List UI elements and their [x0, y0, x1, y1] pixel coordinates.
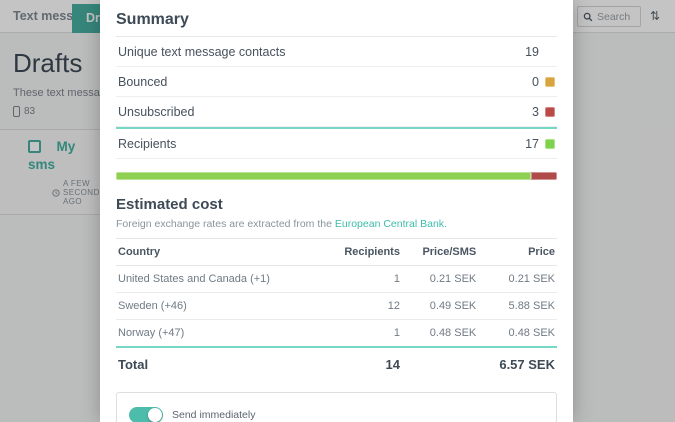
- col-country: Country: [116, 238, 324, 266]
- estimated-cost-title: Estimated cost: [116, 196, 223, 213]
- legend-square-bounced: [545, 76, 555, 87]
- progress-segment-unsubscribed: [530, 172, 557, 180]
- stat-value: 19: [525, 44, 539, 59]
- clock-icon: [52, 188, 60, 197]
- legend-square-recipients: [545, 138, 555, 149]
- stat-label: Bounced: [118, 74, 168, 89]
- option-label: Send immediately: [172, 409, 256, 421]
- send-immediately-toggle[interactable]: [129, 407, 163, 422]
- recipients-progress-bar: [116, 172, 557, 180]
- cell-price-sms: 0.49 SEK: [401, 292, 479, 320]
- col-price-sms: Price/SMS: [401, 238, 479, 266]
- stat-value: 0: [532, 74, 539, 89]
- item-name[interactable]: My sms: [28, 139, 76, 172]
- cell-price: 0.21 SEK: [478, 265, 557, 293]
- table-row: Sweden (+46) 12 0.49 SEK 5.88 SEK: [116, 292, 557, 320]
- device-count: 83: [13, 106, 100, 117]
- page-description: These text messages have: [13, 87, 100, 99]
- legend-square-unsubscribed: [545, 106, 555, 117]
- cell-country: Norway (+47): [116, 319, 324, 348]
- device-count-value: 83: [24, 106, 36, 117]
- list-item-my-sms[interactable]: My sms A FEW SECONDS AGO: [0, 130, 105, 215]
- total-label: Total: [118, 357, 149, 372]
- note-text: Foreign exchange rates are extracted fro…: [116, 218, 335, 230]
- table-row: Norway (+47) 1 0.48 SEK 0.48 SEK: [116, 319, 557, 348]
- search-icon: [583, 12, 593, 21]
- stat-label: Unsubscribed: [118, 104, 195, 119]
- summary-title: Summary: [116, 11, 189, 28]
- progress-segment-recipients: [116, 172, 531, 180]
- table-row: United States and Canada (+1) 1 0.21 SEK…: [116, 265, 557, 293]
- total-row: Total 14 6.57 SEK: [116, 347, 557, 380]
- divider: [0, 129, 100, 130]
- cell-price: 5.88 SEK: [478, 292, 557, 320]
- divider: [116, 36, 557, 37]
- ecb-link[interactable]: European Central Bank.: [334, 218, 447, 230]
- search-input[interactable]: [597, 10, 639, 23]
- stat-value: 17: [525, 136, 539, 151]
- cell-country: United States and Canada (+1): [116, 265, 324, 293]
- exchange-rate-note: Foreign exchange rates are extracted fro…: [116, 218, 557, 230]
- cost-table-header: Country Recipients Price/SMS Price: [116, 238, 557, 266]
- search-box[interactable]: [577, 6, 641, 27]
- cost-table: Country Recipients Price/SMS Price Unite…: [116, 238, 557, 380]
- cell-recipients: 1: [323, 319, 402, 348]
- cell-price-sms: 0.48 SEK: [401, 319, 479, 348]
- sort-icon[interactable]: ⇅: [650, 9, 661, 23]
- cell-country: Sweden (+46): [116, 292, 324, 320]
- col-price: Price: [478, 238, 557, 266]
- col-recipients: Recipients: [323, 238, 402, 266]
- item-checkbox[interactable]: [28, 140, 41, 153]
- option-send-immediately: Send immediately: [129, 407, 544, 422]
- page-title: Drafts: [13, 48, 83, 78]
- stat-row-unsubscribed: Unsubscribed 3: [116, 97, 557, 127]
- cell-price-sms: 0.21 SEK: [401, 265, 479, 293]
- total-recipients: 14: [385, 357, 400, 372]
- cell-price: 0.48 SEK: [478, 319, 557, 348]
- item-timestamp-text: A FEW SECONDS AGO: [63, 179, 106, 206]
- cell-recipients: 12: [323, 292, 402, 320]
- background-right: [573, 34, 675, 422]
- stat-label: Unique text message contacts: [118, 44, 286, 59]
- drafts-panel: Drafts These text messages have 83 My sm…: [0, 34, 105, 422]
- send-summary-modal: Summary Unique text message contacts 19 …: [100, 0, 573, 422]
- stat-label: Recipients: [118, 136, 177, 151]
- send-options-box: Send immediately Schedule for later: [116, 392, 557, 422]
- item-timestamp: A FEW SECONDS AGO: [52, 179, 105, 206]
- phone-icon: [13, 106, 20, 117]
- cell-recipients: 1: [323, 265, 402, 293]
- stat-row-unique-contacts: Unique text message contacts 19: [116, 37, 557, 67]
- stat-row-bounced: Bounced 0: [116, 67, 557, 97]
- stat-value: 3: [532, 104, 539, 119]
- stat-row-recipients: Recipients 17: [116, 129, 557, 159]
- teal-divider: [116, 127, 557, 129]
- toggle-knob: [148, 408, 162, 422]
- total-price: 6.57 SEK: [499, 357, 555, 372]
